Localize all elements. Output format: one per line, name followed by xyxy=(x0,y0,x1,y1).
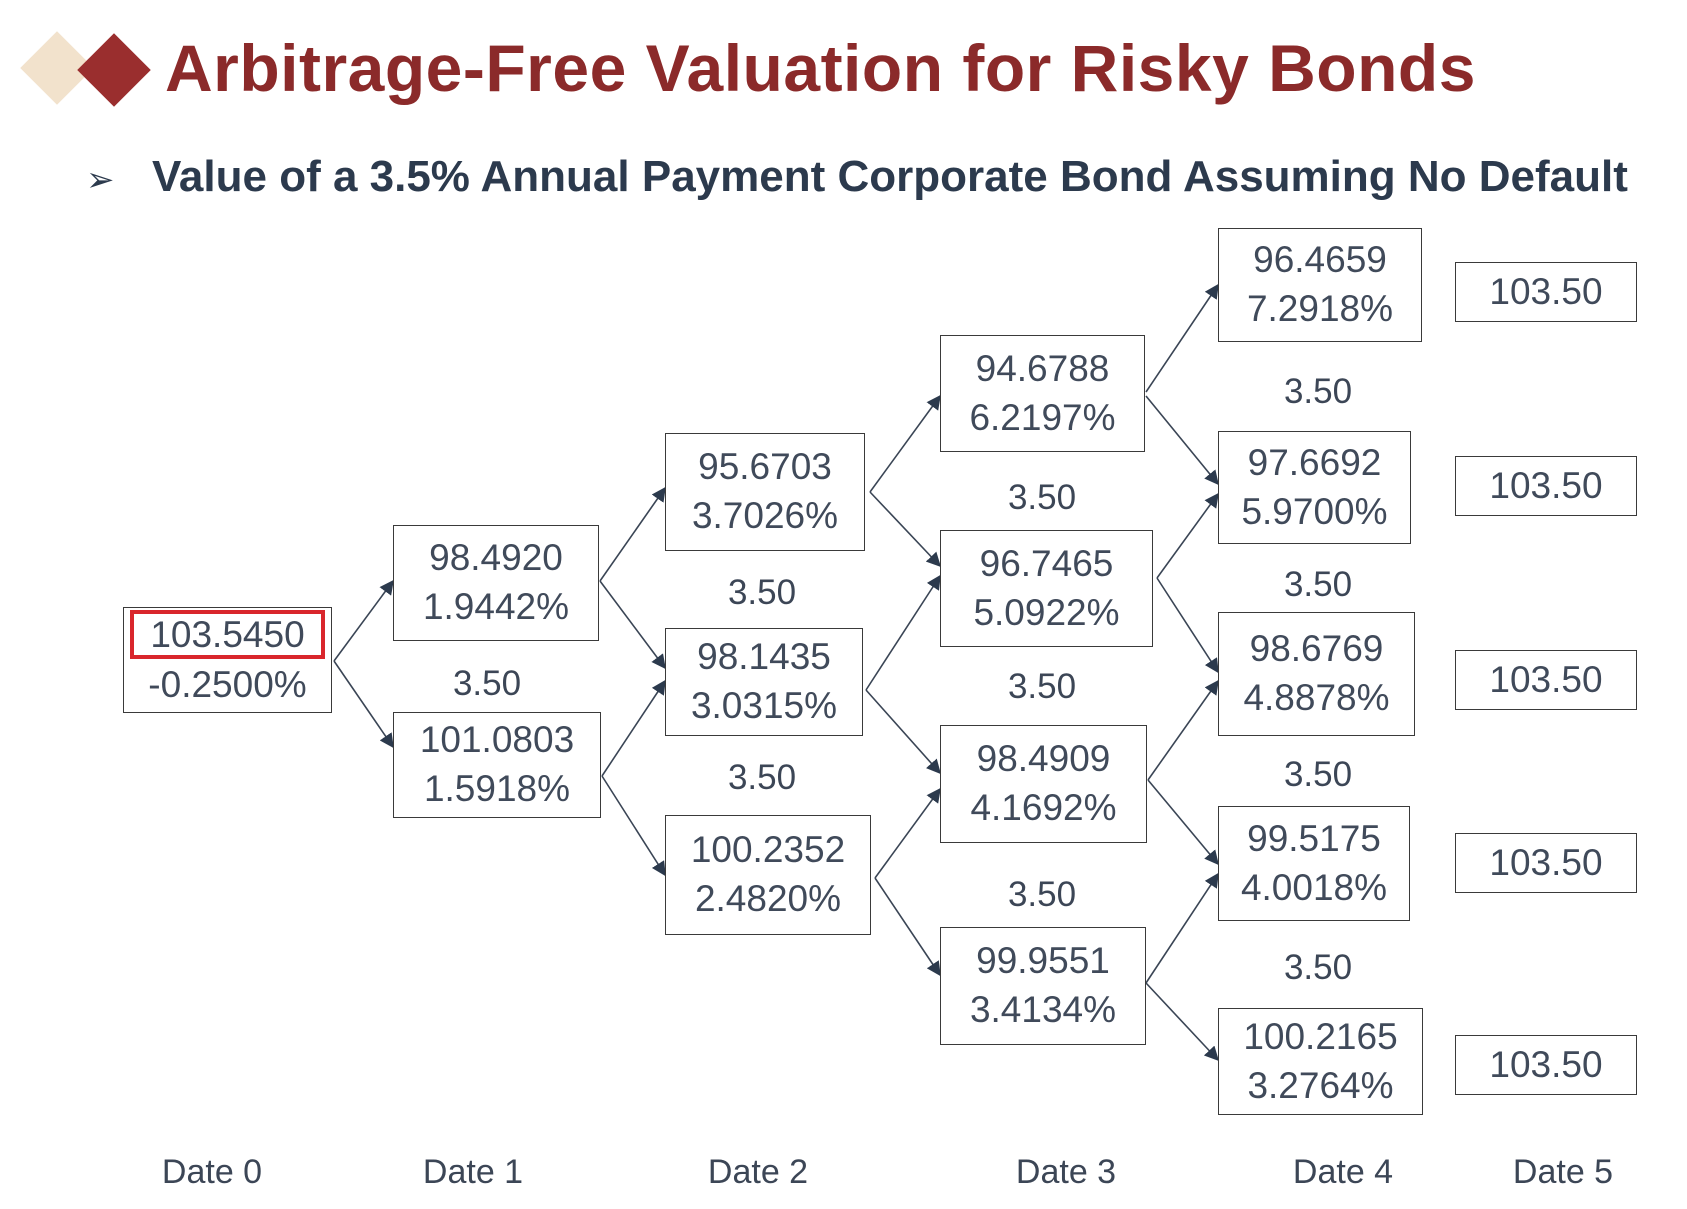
node-date4-b: 97.6692 5.9700% xyxy=(1218,431,1411,544)
terminal-value: 103.50 xyxy=(1455,650,1637,710)
node-rate: 1.5918% xyxy=(423,768,571,809)
node-price: 101.0803 xyxy=(419,719,575,761)
arrow-bullet-icon: ➢ xyxy=(86,161,115,199)
node-date3-b: 96.7465 5.0922% xyxy=(940,530,1153,647)
node-price: 96.4659 xyxy=(1253,239,1387,281)
date-label-4: Date 4 xyxy=(1292,1153,1394,1191)
node-price: 97.6692 xyxy=(1247,441,1382,483)
node-date4-a: 96.4659 7.2918% xyxy=(1218,228,1422,342)
coupon-label: 3.50 xyxy=(1283,372,1353,411)
date-label-2: Date 2 xyxy=(707,1153,809,1191)
coupon-label: 3.50 xyxy=(452,664,522,703)
node-date4-d: 99.5175 4.0018% xyxy=(1218,806,1410,921)
node-date3-c: 98.4909 4.1692% xyxy=(940,725,1147,843)
node-price: 94.6788 xyxy=(975,347,1110,389)
coupon-label: 3.50 xyxy=(1007,478,1077,517)
terminal-value: 103.50 xyxy=(1455,262,1637,322)
terminal-value-text: 103.50 xyxy=(1489,658,1603,700)
node-rate: 3.4134% xyxy=(969,989,1117,1030)
node-date2-down: 100.2352 2.4820% xyxy=(665,815,871,935)
node-date4-c: 98.6769 4.8878% xyxy=(1218,612,1415,736)
terminal-value-text: 103.50 xyxy=(1489,841,1603,883)
node-date1-down: 101.0803 1.5918% xyxy=(393,712,601,818)
terminal-value-text: 103.50 xyxy=(1489,464,1603,506)
coupon-label: 3.50 xyxy=(1007,875,1077,914)
date-label-1: Date 1 xyxy=(422,1153,524,1191)
node-price: 99.5175 xyxy=(1247,817,1381,859)
node-rate: 4.8878% xyxy=(1243,677,1390,718)
node-rate: 3.0315% xyxy=(690,685,838,726)
node-rate: 4.1692% xyxy=(970,787,1117,828)
node-rate: 3.7026% xyxy=(691,495,839,536)
node-rate: 5.0922% xyxy=(973,591,1120,633)
coupon-label: 3.50 xyxy=(1283,948,1353,987)
coupon-label: 3.50 xyxy=(1283,565,1353,604)
coupon-label: 3.50 xyxy=(1283,755,1353,794)
terminal-value: 103.50 xyxy=(1455,456,1637,516)
node-price: 100.2165 xyxy=(1243,1015,1398,1057)
coupon-label: 3.50 xyxy=(727,573,797,612)
node-date2-up: 95.6703 3.7026% xyxy=(665,433,865,551)
node-price: 98.4909 xyxy=(976,738,1111,780)
node-date3-a: 94.6788 6.2197% xyxy=(940,335,1145,452)
node-rate: 5.9700% xyxy=(1241,490,1388,532)
node-price: 98.1435 xyxy=(697,636,831,678)
node-price: 98.4920 xyxy=(429,537,563,579)
coupon-label: 3.50 xyxy=(1007,667,1077,706)
slide-title: Arbitrage-Free Valuation for Risky Bonds xyxy=(165,31,1476,105)
date-label-0: Date 0 xyxy=(161,1153,263,1191)
terminal-value-text: 103.50 xyxy=(1489,270,1603,312)
terminal-value: 103.50 xyxy=(1455,1035,1637,1095)
node-rate: 2.4820% xyxy=(694,878,842,919)
node-price: 99.9551 xyxy=(976,940,1110,982)
node-price: 95.6703 xyxy=(698,446,832,488)
slide-subtitle: Value of a 3.5% Annual Payment Corporate… xyxy=(152,152,1628,201)
node-price: 96.7465 xyxy=(979,542,1114,584)
node-rate: 1.9442% xyxy=(422,586,570,627)
node-price-highlighted: 103.5450 xyxy=(130,609,325,660)
node-date2-mid: 98.1435 3.0315% xyxy=(665,628,863,736)
node-price: 100.2352 xyxy=(690,829,846,871)
node-rate: 4.0018% xyxy=(1240,866,1388,908)
node-date4-e: 100.2165 3.2764% xyxy=(1218,1008,1423,1115)
node-rate: 6.2197% xyxy=(969,396,1116,438)
date-label-3: Date 3 xyxy=(1015,1153,1117,1191)
coupon-label: 3.50 xyxy=(727,758,797,797)
node-rate: 3.2764% xyxy=(1247,1064,1394,1106)
node-rate: 7.2918% xyxy=(1246,288,1394,329)
date-label-5: Date 5 xyxy=(1512,1153,1614,1191)
node-rate: -0.2500% xyxy=(148,664,307,706)
node-date0: 103.5450 -0.2500% xyxy=(123,607,332,713)
node-date1-up: 98.4920 1.9442% xyxy=(393,525,599,641)
node-price: 98.6769 xyxy=(1249,628,1384,670)
node-date3-d: 99.9551 3.4134% xyxy=(940,927,1146,1045)
terminal-value-text: 103.50 xyxy=(1489,1043,1603,1085)
terminal-value: 103.50 xyxy=(1455,833,1637,893)
